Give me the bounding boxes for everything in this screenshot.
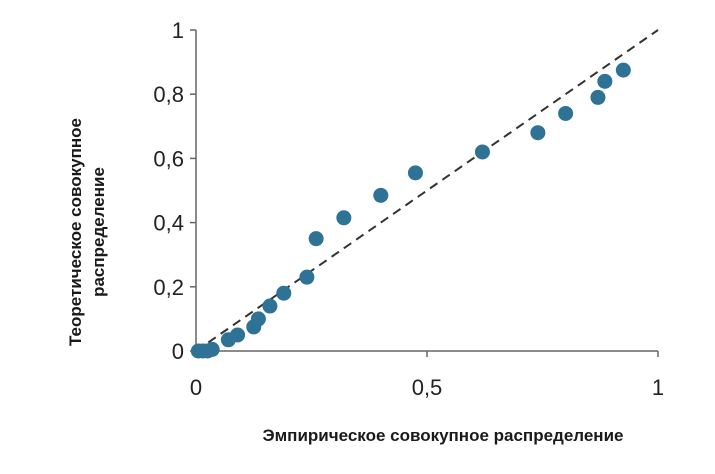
data-point bbox=[250, 311, 266, 327]
data-point bbox=[530, 125, 546, 141]
ticks: 0 0,2 0,4 0,6 0,8 1 0 0,5 1 bbox=[153, 18, 664, 400]
x-tick-label: 0 bbox=[190, 375, 202, 400]
x-axis-title: Эмпирическое совокупное распределение bbox=[263, 426, 624, 445]
data-point bbox=[308, 231, 324, 247]
data-point bbox=[262, 298, 278, 314]
y-tick-label: 0 bbox=[172, 339, 184, 364]
data-point bbox=[373, 187, 389, 203]
y-axis-title: Теоретическое совокупное распределение bbox=[66, 118, 108, 346]
data-point bbox=[276, 285, 292, 301]
points-layer bbox=[190, 62, 631, 359]
y-tick-label: 0,2 bbox=[153, 275, 184, 300]
x-tick-label: 1 bbox=[652, 375, 664, 400]
data-point bbox=[615, 62, 631, 78]
y-tick-label: 0,4 bbox=[153, 211, 184, 236]
diagonal-reference-line bbox=[195, 29, 659, 352]
data-point bbox=[597, 73, 613, 89]
data-point bbox=[230, 327, 246, 343]
reference-line-layer bbox=[195, 29, 659, 352]
y-axis-title-line-2: распределение bbox=[89, 167, 108, 297]
data-point bbox=[336, 210, 352, 226]
y-axis-title-line-1: Теоретическое совокупное bbox=[66, 118, 85, 346]
data-point bbox=[299, 269, 315, 285]
data-point bbox=[590, 89, 606, 105]
data-point bbox=[204, 341, 220, 357]
data-point bbox=[474, 144, 490, 160]
y-tick-label: 1 bbox=[172, 18, 184, 43]
x-tick-label: 0,5 bbox=[412, 375, 443, 400]
y-tick-label: 0,6 bbox=[153, 146, 184, 171]
data-point bbox=[407, 165, 423, 181]
data-point bbox=[558, 105, 574, 121]
y-tick-label: 0,8 bbox=[153, 82, 184, 107]
